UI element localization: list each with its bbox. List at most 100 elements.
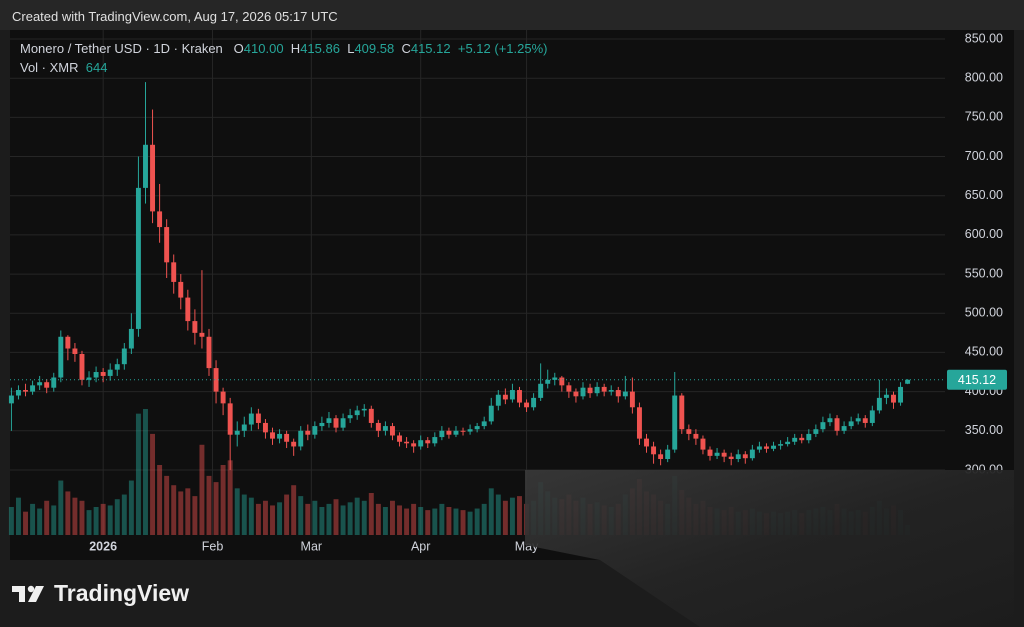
- candle-body: [206, 336, 212, 369]
- volume-bar: [93, 507, 99, 535]
- y-tick-label: 450.00: [965, 345, 1003, 359]
- candle-body: [552, 377, 558, 380]
- candle-body: [347, 415, 353, 419]
- brand-icon: [12, 585, 44, 602]
- volume-bar: [121, 494, 127, 535]
- ohlc-label: L: [347, 41, 355, 56]
- volume-bar: [171, 485, 177, 535]
- volume-bar: [467, 511, 473, 535]
- created-text: Created with TradingView.com, Aug 17, 20…: [12, 9, 338, 24]
- candle-body: [658, 454, 664, 459]
- volume-bar: [319, 507, 325, 535]
- candle-body: [502, 394, 508, 400]
- candle-body: [524, 402, 530, 408]
- volume-bar: [432, 508, 438, 535]
- candle-body: [771, 445, 776, 449]
- candle-body: [446, 430, 452, 435]
- candle-body: [820, 422, 826, 430]
- candle-body: [143, 144, 148, 188]
- candle-body: [827, 418, 833, 423]
- candle-body: [23, 390, 28, 392]
- candle-body: [636, 407, 642, 439]
- volume-label: Vol · XMR: [20, 60, 79, 75]
- volume-bar: [72, 497, 78, 535]
- volume-bar: [305, 503, 311, 535]
- candle-body: [291, 441, 297, 447]
- ohlc-value: 415.86: [300, 41, 340, 56]
- volume-bar: [375, 503, 381, 535]
- volume-bar: [15, 497, 21, 535]
- candle-body: [58, 336, 64, 378]
- redaction-smudge: [525, 470, 1014, 627]
- candle-body: [651, 446, 657, 455]
- candle-body: [312, 426, 318, 435]
- volume-bar: [347, 502, 353, 535]
- brand-logo: TradingView: [12, 580, 189, 607]
- candle-body: [481, 421, 487, 427]
- candle-body: [898, 386, 904, 403]
- candle-body: [157, 211, 163, 228]
- candle-body: [869, 410, 875, 423]
- candle-body: [601, 386, 607, 392]
- volume-bar: [220, 465, 226, 535]
- volume-bar: [192, 496, 198, 535]
- candle-body: [679, 395, 685, 430]
- volume-bar: [340, 505, 346, 535]
- volume-bar: [291, 485, 297, 535]
- volume-bar: [509, 497, 515, 535]
- candle-body: [8, 395, 14, 404]
- volume-bar: [333, 499, 339, 535]
- volume-bar: [128, 480, 134, 535]
- volume-bar: [213, 482, 219, 535]
- candle-body: [629, 391, 635, 408]
- candle-body: [467, 429, 473, 432]
- volume-bar: [368, 493, 374, 535]
- volume-bar: [502, 500, 508, 535]
- volume-row: Vol · XMR 644: [20, 58, 547, 77]
- candle-body: [707, 449, 713, 456]
- volume-bar: [178, 491, 184, 535]
- candle-body: [333, 418, 339, 428]
- candle-body: [220, 391, 226, 404]
- candle-body: [488, 405, 494, 422]
- candle-body: [326, 418, 332, 423]
- volume-bar: [284, 494, 290, 535]
- candle-body: [905, 379, 911, 384]
- volume-bar: [79, 500, 85, 535]
- volume-bar: [481, 503, 487, 535]
- candle-body: [93, 372, 99, 378]
- y-tick-label: 350.00: [965, 423, 1003, 437]
- candle-body: [728, 456, 734, 459]
- candle-body: [284, 433, 290, 442]
- x-tick-label: Apr: [411, 539, 430, 553]
- candle-body: [100, 372, 106, 376]
- volume-bar: [23, 511, 28, 535]
- candle-body: [855, 418, 861, 422]
- volume-bar: [255, 503, 261, 535]
- y-tick-label: 500.00: [965, 306, 1003, 320]
- candle-body: [615, 390, 621, 397]
- candle-body: [340, 418, 346, 428]
- volume-bar: [143, 409, 148, 535]
- candle-body: [51, 377, 57, 388]
- y-tick-label: 600.00: [965, 227, 1003, 241]
- ohlc-value: 409.58: [354, 41, 395, 56]
- candle-body: [672, 395, 678, 450]
- volume-bar: [107, 505, 113, 535]
- volume-bar: [460, 510, 466, 535]
- candle-body: [44, 382, 50, 388]
- y-tick-label: 850.00: [965, 31, 1003, 45]
- candle-body: [792, 437, 798, 442]
- candle-body: [580, 387, 586, 397]
- candle-body: [121, 348, 127, 365]
- candle-body: [213, 368, 219, 392]
- candle-body: [397, 435, 402, 442]
- brand-text: TradingView: [54, 580, 190, 606]
- x-tick-label: Mar: [301, 539, 323, 553]
- candle-body: [255, 413, 261, 423]
- candle-body: [86, 377, 92, 380]
- volume-bar: [157, 465, 163, 535]
- volume-bar: [298, 496, 304, 535]
- volume-bar: [453, 508, 459, 535]
- volume-bar: [227, 460, 233, 535]
